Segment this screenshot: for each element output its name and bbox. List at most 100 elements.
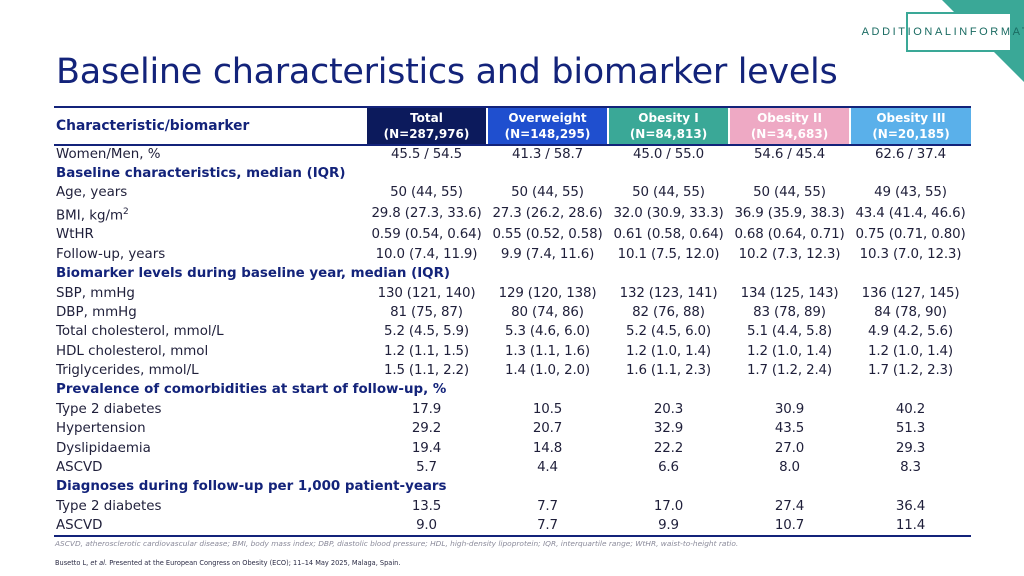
row-label-text: ASCVD: [56, 517, 103, 533]
table-row: Type 2 diabetes 13.5 7.7 17.0 27.4 36.4: [54, 497, 971, 516]
table-cell: 10.1 (7.5, 12.0): [617, 246, 720, 262]
table-cell: 29.2: [411, 421, 442, 437]
group-name: Overweight: [508, 111, 587, 125]
table-cell: 8.3: [900, 460, 921, 476]
section-header-row: Diagnoses during follow-up per 1,000 pat…: [54, 478, 971, 497]
group-name: Obesity I: [638, 111, 699, 125]
table-cell: 134 (125, 143): [740, 285, 839, 301]
page-title: Baseline characteristics and biomarker l…: [56, 52, 838, 92]
badge-line-1: ADDITIONAL: [861, 25, 954, 38]
row-label-text: Follow-up, years: [56, 246, 166, 262]
table-row: Triglycerides, mmol/L 1.5 (1.1, 2.2) 1.4 (…: [54, 361, 971, 380]
column-header-overweight: Overweight (N=148,295): [486, 106, 608, 146]
table-row: Follow-up, years 10.0 (7.4, 11.9) 9.9 (7.4…: [54, 245, 971, 264]
row-label-text: ASCVD: [56, 460, 103, 476]
table-cell: 10.0 (7.4, 11.9): [375, 246, 478, 262]
table-cell: 40.2: [895, 401, 926, 417]
row-label: BMI, kg/m2: [54, 203, 366, 225]
group-name: Obesity III: [876, 111, 946, 125]
table-cell: 30.9: [774, 401, 805, 417]
row-label-superscript: 2: [123, 207, 129, 218]
table-cell: 50 (44, 55): [390, 185, 463, 201]
table-cell: 9.9: [608, 516, 729, 537]
row-label: WtHR: [54, 226, 366, 245]
table-cell: 0.59 (0.54, 0.64): [371, 227, 482, 243]
row-label-text: Age, years: [56, 185, 128, 201]
table-cell: 20.3: [653, 401, 684, 417]
table-cell: 10.5: [532, 401, 563, 417]
row-label: Dyslipidaemia: [54, 439, 366, 458]
table-cell: 14.8: [532, 440, 563, 456]
citation-rest: Presented at the European Congress on Ob…: [107, 559, 401, 567]
row-label-text: Women/Men, %: [56, 147, 161, 163]
table-cell: 17.0: [653, 498, 684, 514]
table-cell: 8.0: [779, 460, 800, 476]
row-label: Age, years: [54, 184, 366, 203]
row-label: SBP, mmHg: [54, 284, 366, 303]
table-row: HDL cholesterol, mmol 1.2 (1.1, 1.5) 1.3 (…: [54, 342, 971, 361]
table-cell: 13.5: [411, 498, 442, 514]
table-cell: 36.9 (35.9, 38.3): [734, 206, 845, 222]
table-cell: 32.9: [653, 421, 684, 437]
table-cell: 50 (44, 55): [753, 185, 826, 201]
table-cell: 29.8 (27.3, 33.6): [371, 206, 482, 222]
table-row: Hypertension 29.2 20.7 32.9 43.5 51.3: [54, 420, 971, 439]
section-title: Baseline characteristics, median (IQR): [56, 166, 346, 182]
table-cell: 1.2 (1.0, 1.4): [867, 343, 953, 359]
table-cell: 1.5 (1.1, 2.2): [383, 363, 469, 379]
table-cell: 1.3 (1.1, 1.6): [504, 343, 590, 359]
table-cell: 5.2 (4.5, 6.0): [625, 324, 711, 340]
group-n: (N=84,813): [629, 127, 708, 141]
table-cell: 43.4 (41.4, 46.6): [855, 206, 966, 222]
table-cell: 27.4: [774, 498, 805, 514]
table-cell: 129 (120, 138): [498, 285, 597, 301]
table-cell: 45.0 / 55.0: [608, 143, 729, 165]
table-row: ASCVD 5.7 4.4 6.6 8.0 8.3: [54, 458, 971, 477]
citation-author: Busetto L,: [55, 559, 91, 567]
table-cell: 49 (43, 55): [874, 185, 947, 201]
table-cell: 10.2 (7.3, 12.3): [738, 246, 841, 262]
row-label: HDL cholesterol, mmol: [54, 342, 366, 361]
row-label: DBP, mmHg: [54, 303, 366, 322]
table-cell: 4.4: [537, 460, 558, 476]
table-cell: 1.6 (1.1, 2.3): [625, 363, 711, 379]
table-row: Women/Men, % 45.5 / 54.5 41.3 / 58.7 45.0 /…: [54, 143, 971, 165]
table-cell: 1.2 (1.0, 1.4): [746, 343, 832, 359]
row-label-text: Type 2 diabetes: [56, 498, 162, 514]
table-cell: 83 (78, 89): [753, 304, 826, 320]
table-cell: 136 (127, 145): [861, 285, 960, 301]
table-row: Total cholesterol, mmol/L 5.2 (4.5, 5.9) 5…: [54, 323, 971, 342]
row-label: Women/Men, %: [54, 143, 366, 165]
table-cell: 5.7: [416, 460, 437, 476]
table-cell: 82 (76, 88): [632, 304, 705, 320]
table-cell: 5.3 (4.6, 6.0): [504, 324, 590, 340]
section-header-row: Baseline characteristics, median (IQR): [54, 164, 971, 183]
citation-etal: et al.: [90, 559, 108, 567]
table-cell: 0.61 (0.58, 0.64): [613, 227, 724, 243]
table-row: ASCVD 9.0 7.7 9.9 10.7 11.4: [54, 516, 971, 537]
row-label-text: Dyslipidaemia: [56, 440, 151, 456]
additional-information-badge: ADDITIONALINFORMATION: [862, 12, 1024, 52]
table-cell: 1.2 (1.1, 1.5): [383, 343, 469, 359]
table-cell: 5.2 (4.5, 5.9): [383, 324, 469, 340]
row-label: Type 2 diabetes: [54, 497, 366, 516]
table-cell: 0.55 (0.52, 0.58): [492, 227, 603, 243]
table-cell: 10.3 (7.0, 12.3): [859, 246, 962, 262]
row-label: Follow-up, years: [54, 245, 366, 264]
table-cell: 9.0: [366, 516, 487, 537]
group-n: (N=20,185): [872, 127, 950, 141]
row-label-text: Hypertension: [56, 421, 146, 437]
table-cell: 62.6 / 37.4: [850, 143, 971, 165]
table-cell: 1.4 (1.0, 2.0): [504, 363, 590, 379]
table-cell: 32.0 (30.9, 33.3): [613, 206, 724, 222]
group-n: (N=34,683): [750, 127, 829, 141]
table-row: SBP, mmHg 130 (121, 140) 129 (120, 138) 132…: [54, 284, 971, 303]
table-row: BMI, kg/m2 29.8 (27.3, 33.6) 27.3 (26.2, 2…: [54, 203, 971, 225]
section-title: Prevalence of comorbidities at start of …: [56, 382, 447, 398]
abbreviations-footnote: ASCVD, atherosclerotic cardiovascular di…: [55, 539, 739, 548]
group-n: (N=287,976): [383, 127, 470, 141]
section-title: Diagnoses during follow-up per 1,000 pat…: [56, 479, 447, 495]
table-cell: 29.3: [895, 440, 926, 456]
row-label-text: Total cholesterol, mmol/L: [56, 324, 224, 340]
row-label-text: Type 2 diabetes: [56, 401, 162, 417]
